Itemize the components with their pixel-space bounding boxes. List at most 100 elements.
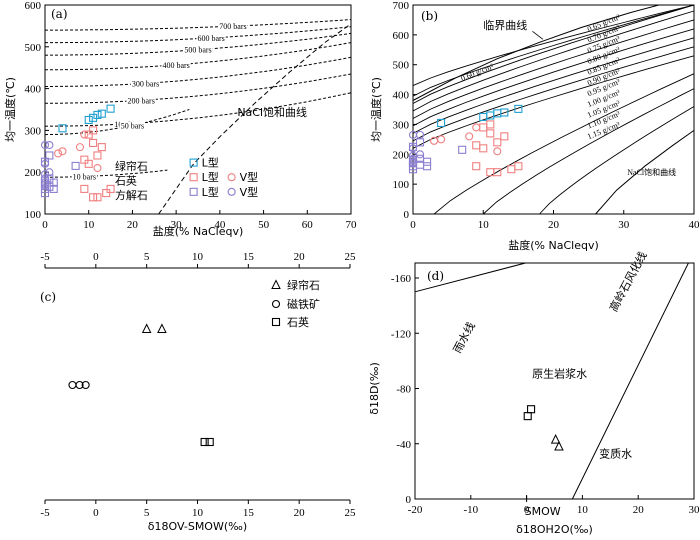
panel-d-xtick-label: 10 (577, 504, 589, 516)
panel-a-xtick-label: 0 (42, 219, 48, 231)
panel-b-ytick-label: 400 (393, 90, 410, 102)
panel-b-ytick-label: 300 (393, 119, 410, 131)
panel-d-ytick-label: -160 (391, 273, 412, 285)
panel-a-point (93, 151, 102, 160)
panel-a-point (45, 174, 54, 183)
panel-b-point (514, 104, 523, 113)
panel-c-top-tick-label: 5 (144, 251, 150, 263)
panel-a-isobar-label: 200 bars (128, 96, 155, 105)
panel-d-point (527, 405, 536, 414)
panel-b-xlabel: 盐度(% NaCleqv) (508, 238, 599, 252)
panel-b-point (493, 147, 502, 156)
panel-a-nacl-curve (158, 23, 352, 215)
panel-b-point (479, 123, 488, 132)
panel-a-legend-marker (189, 187, 198, 196)
panel-a-isobar-label-bg (161, 60, 191, 70)
panel-c-legend-marker (271, 279, 281, 289)
panel-b-point (415, 130, 425, 139)
panel-a-legend-label: V型 (240, 170, 259, 184)
panel-a-point (54, 149, 63, 158)
panel-a-nacl-label: NaCl饱和曲线 (237, 105, 307, 119)
panel-a-isobar (45, 19, 352, 31)
panel-a-point (75, 143, 85, 152)
panel-a-isobar-label: 600 bars (197, 34, 224, 43)
panel-a-point (80, 155, 89, 164)
panel-a-isobar-label-bg (119, 121, 146, 131)
panel-a-point (89, 193, 98, 202)
panel-b-point (422, 162, 432, 171)
panel-a-point (49, 178, 58, 187)
panel-a-isobar-label-bg (196, 33, 226, 43)
panel-b-ytick-label: 600 (393, 30, 410, 42)
panel-c-bottom-tick-label: 10 (192, 507, 204, 519)
panel-a-point (71, 161, 80, 170)
panel-b-point (458, 145, 467, 154)
panel-c-label: (c) (40, 290, 56, 304)
panel-c-legend-marker (271, 317, 281, 327)
panel-c-point (75, 380, 84, 390)
panel-a-isobar-label: 500 bars (184, 46, 211, 55)
panel-b-ytick-label: 700 (393, 0, 410, 12)
panel-a-isobar (44, 32, 352, 56)
panel-b-point (493, 138, 502, 147)
panel-a-point (45, 140, 54, 150)
panel-a-point (84, 159, 93, 168)
panel-a-xtick-label: 60 (302, 219, 314, 231)
panel-a-isobar (45, 169, 168, 178)
panel-a-legend-label: L型 (202, 185, 219, 199)
panel-a-point (40, 174, 50, 183)
panel-b-isochore (433, 73, 695, 215)
panel-d-xtick-label: -20 (408, 504, 423, 516)
panel-c-bottom-tick-label: 20 (294, 507, 306, 519)
panel-d-xtick-label: -10 (463, 504, 478, 516)
panel-b-isochore (412, 4, 695, 87)
panel-b-point (486, 129, 495, 138)
panel-a-legend-marker (189, 173, 198, 182)
panel-b-point (472, 123, 481, 132)
panel-a-point (84, 115, 93, 124)
panel-a-field-label: 绿帘石 (115, 159, 148, 173)
panel-a-isobar (44, 109, 190, 136)
panel-a-isobar (44, 56, 352, 87)
panel-d-point (523, 412, 532, 421)
panel-c-top-tick-label: 25 (345, 251, 357, 263)
panel-d-xtick-label: 20 (633, 504, 645, 516)
panel-a-point (84, 130, 93, 139)
panel-a-field-label: 石英 (115, 174, 137, 188)
panel-a-isobar-label: 400 bars (162, 61, 189, 70)
panel-a-isobar-label-bg (130, 79, 161, 89)
panel-d-magmatic-label: 原生岩浆水 (532, 366, 587, 380)
panel-c-point (141, 323, 152, 333)
panel-c-point (68, 380, 77, 390)
panel-d-meteoric-line (414, 262, 526, 293)
panel-a-point (93, 163, 102, 173)
panel-a-point (45, 168, 54, 177)
panel-a-point (40, 140, 50, 150)
panel-b-ytick-label: 200 (393, 149, 410, 161)
panel-b-isochore (412, 46, 695, 142)
panel-a-legend-marker (189, 158, 198, 167)
panel-a-isobar-label: 10 bars (73, 172, 96, 181)
panel-d-frame (414, 262, 695, 500)
panel-b-critical-curve (412, 4, 660, 101)
panel-b-point (408, 154, 418, 163)
panel-c-xlabel: δ18OV-SMOW(‰) (148, 520, 247, 533)
panel-c-top-tick-label: 15 (243, 251, 255, 263)
panel-b-isochore (482, 88, 695, 215)
panel-a-point (102, 189, 111, 198)
panel-d-ytick-label: 0 (406, 494, 412, 506)
panel-a-isobar-label: 700 bars (219, 22, 246, 31)
panel-a-ylabel: 均一温度(℃) (3, 77, 17, 142)
panel-a-xlabel: 盐度(% NaCleqv) (153, 224, 244, 238)
panel-b-frame (412, 4, 695, 215)
panel-a-point (80, 130, 89, 139)
panel-b-point (415, 150, 425, 159)
panel-b-point (465, 132, 474, 141)
panel-b-point (472, 162, 481, 171)
panel-b-isochore (412, 10, 695, 112)
panel-a-point (80, 184, 89, 193)
panel-a-point (58, 147, 67, 156)
panel-a-point (97, 143, 106, 152)
panel-c-legend-label: 石英 (287, 315, 309, 329)
